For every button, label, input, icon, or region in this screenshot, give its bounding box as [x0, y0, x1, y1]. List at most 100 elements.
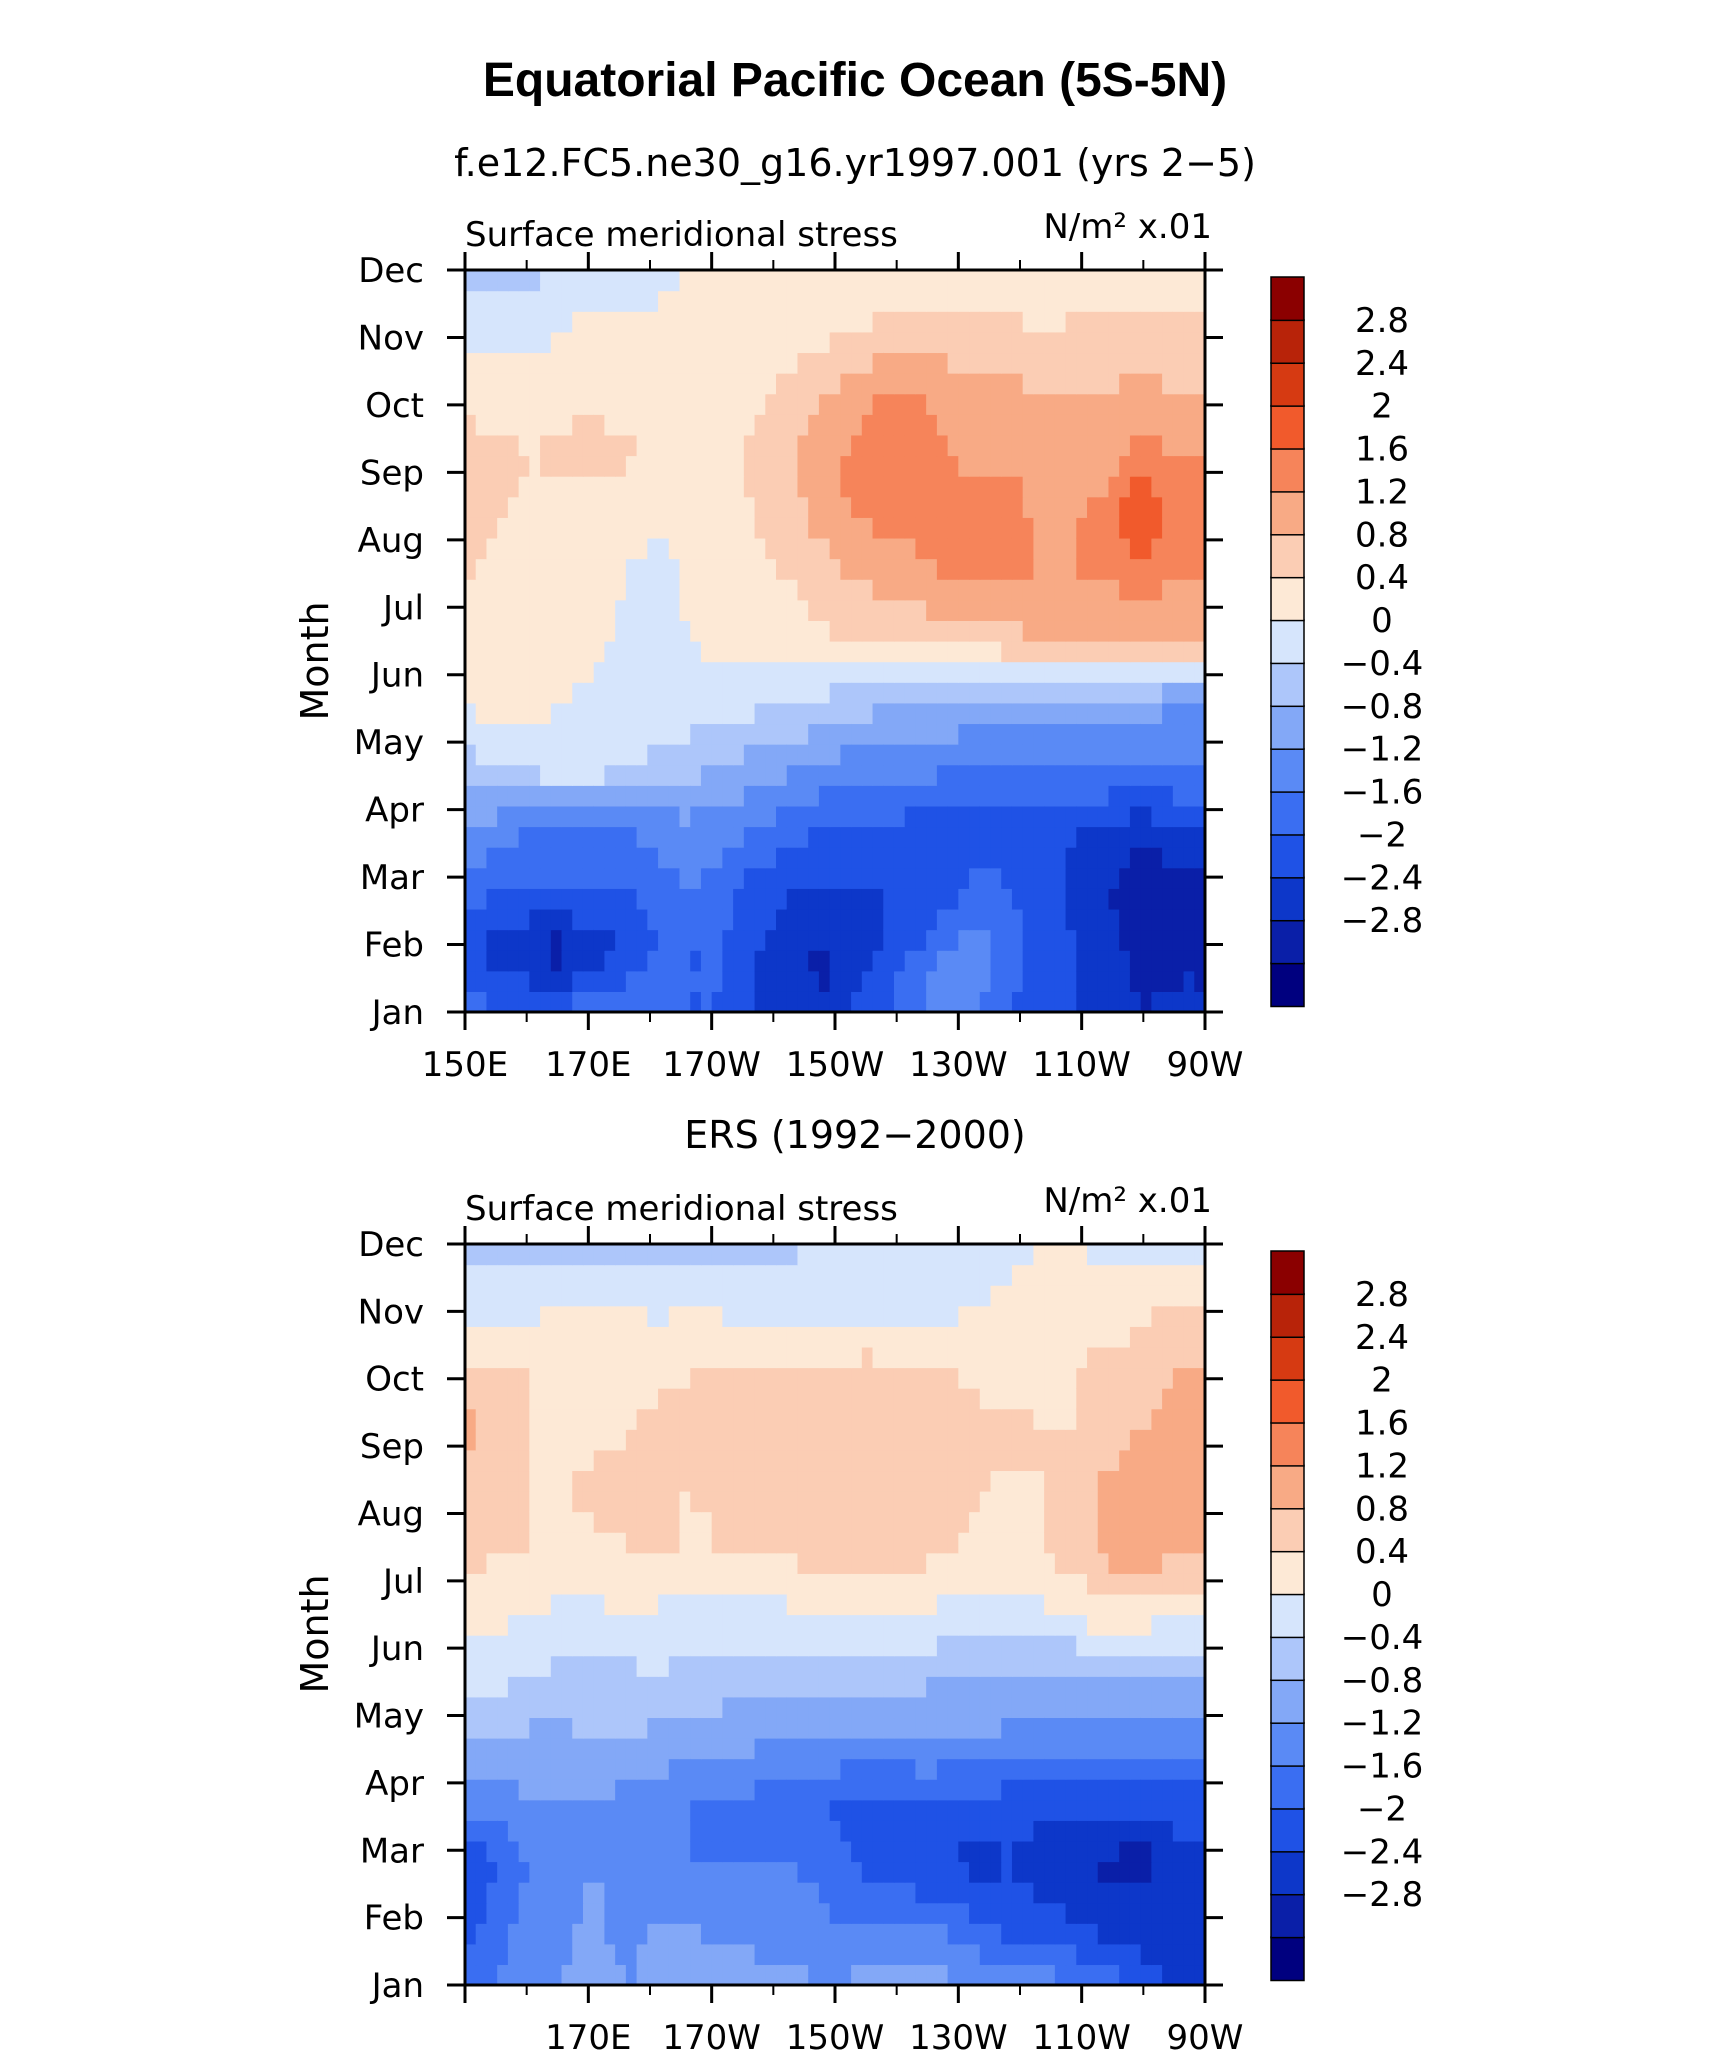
field-cell [1097, 1429, 1110, 1451]
field-cell [647, 1593, 659, 1616]
field-cell [625, 1532, 638, 1554]
field-cell [893, 311, 906, 333]
units-label: N/m² x.01 [1043, 1181, 1212, 1221]
field-cell [679, 517, 691, 539]
field-cell [861, 641, 874, 663]
field-cell [1076, 641, 1088, 663]
field-cell [776, 1511, 788, 1533]
field-cell [1033, 352, 1045, 374]
field-cell [550, 476, 563, 498]
field-cell [1044, 785, 1056, 807]
field-cell [743, 991, 756, 1013]
field-cell [829, 558, 841, 580]
field-cell [615, 950, 627, 972]
field-cell [679, 641, 691, 663]
field-cell [808, 1923, 820, 1945]
field-cell [1065, 620, 1077, 642]
field-cell [465, 1408, 477, 1430]
field-cell [743, 579, 756, 601]
field-cell [529, 1388, 541, 1410]
field-cell [979, 702, 992, 725]
field-cell [1162, 1408, 1174, 1430]
field-cell [1172, 991, 1185, 1013]
field-cell [808, 1346, 820, 1369]
field-cell [840, 702, 852, 725]
field-cell [1172, 1532, 1185, 1554]
field-cell [1183, 867, 1195, 889]
field-cell [776, 1532, 788, 1554]
field-cell [786, 558, 799, 580]
colorbar-swatch [1270, 404, 1305, 450]
field-cell [936, 1593, 949, 1616]
field-cell [861, 1655, 874, 1677]
field-cell [1140, 1820, 1152, 1842]
field-cell [958, 455, 970, 477]
field-cell [797, 1429, 809, 1451]
field-cell [1044, 373, 1056, 395]
field-cell [840, 661, 852, 683]
field-cell [465, 950, 477, 972]
field-cell [486, 1408, 498, 1430]
field-cell [1129, 1964, 1142, 1986]
field-cell [1044, 1305, 1056, 1327]
field-cell [786, 1388, 799, 1410]
field-cell [969, 620, 981, 642]
field-cell [604, 434, 616, 457]
field-cell [1087, 1779, 1099, 1801]
field-cell [829, 682, 841, 704]
field-cell [465, 579, 477, 601]
field-cell [475, 1902, 488, 1924]
field-cell [658, 1943, 670, 1966]
field-cell [1108, 1388, 1120, 1410]
field-cell [1162, 311, 1174, 333]
field-cell [604, 1923, 616, 1945]
field-cell [507, 1264, 520, 1286]
field-cell [690, 1696, 702, 1719]
field-cell [1151, 1882, 1163, 1904]
field-cell [615, 1388, 627, 1410]
field-cell [658, 476, 670, 498]
field-cell [561, 1367, 573, 1389]
field-cell [765, 1326, 777, 1348]
field-cell [765, 496, 777, 518]
field-cell [1129, 661, 1142, 683]
field-cell [711, 1244, 723, 1266]
field-cell [507, 1593, 520, 1616]
field-cell [507, 393, 520, 415]
field-cell [893, 1964, 906, 1986]
field-cell [1129, 641, 1142, 663]
field-cell [1054, 290, 1067, 312]
field-cell [915, 579, 927, 601]
field-cell [990, 1326, 1002, 1348]
field-cell [979, 373, 992, 395]
field-cell [572, 929, 584, 951]
field-cell [550, 352, 563, 374]
field-cell [497, 331, 509, 354]
field-cell [700, 970, 713, 992]
field-cell [690, 1902, 702, 1924]
field-cell [1097, 1717, 1110, 1739]
field-cell [1162, 1449, 1174, 1472]
field-cell [465, 764, 477, 786]
field-cell [990, 785, 1002, 807]
field-cell [615, 1676, 627, 1698]
field-cell [1065, 641, 1077, 663]
field-cell [829, 455, 841, 477]
field-cell [883, 1614, 895, 1636]
field-cell [990, 1964, 1002, 1986]
field-cell [636, 579, 648, 601]
field-cell [1076, 311, 1088, 333]
field-cell [711, 1820, 723, 1842]
field-cell [861, 1861, 874, 1883]
field-cell [550, 1902, 563, 1924]
field-cell [529, 1820, 541, 1842]
field-cell [507, 496, 520, 518]
field-cell [518, 414, 530, 436]
field-cell [926, 537, 938, 560]
field-cell [582, 1346, 595, 1369]
field-cell [1119, 1696, 1131, 1719]
field-cell [1162, 1614, 1174, 1636]
field-cell [797, 1593, 809, 1616]
field-cell [1044, 702, 1056, 725]
field-cell [1065, 1614, 1077, 1636]
